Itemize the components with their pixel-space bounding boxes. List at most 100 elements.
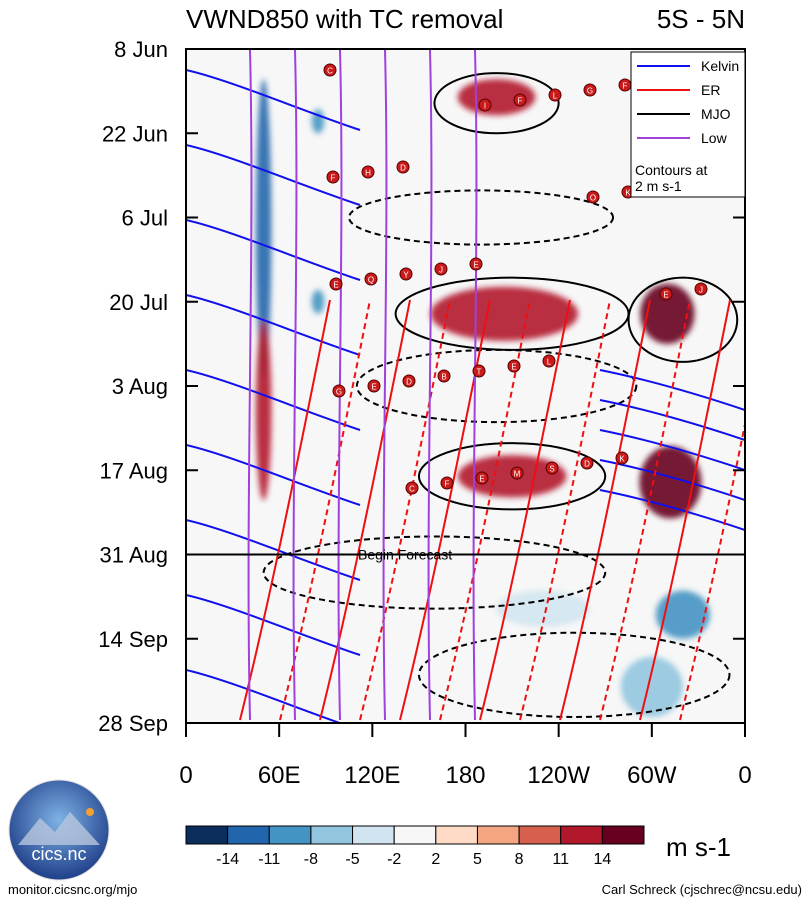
er-contour-11 [679,419,745,721]
colorbar-bin-6 [435,825,478,845]
colorbar-label-0: -14 [216,851,239,868]
x-tick-label-4: 120W [527,762,590,789]
tc-marker-23 [402,374,416,388]
wave-contours [186,49,745,723]
credit-right[interactable]: Carl Schreck (cjschrec@ncsu.edu) [601,882,802,897]
tc-marker-label-11: F [331,174,336,183]
tc-marker-28 [367,379,381,393]
anomaly-patch-6 [639,446,702,519]
kelvin-contour-east-2 [599,429,745,471]
colorbar: -14 -11 -8 -5 -2 2 5 8 11 14 [185,825,645,868]
tc-marker-14 [545,461,559,475]
tc-marker-label-26: K [625,189,631,198]
colorbar-label-2: -8 [304,851,318,868]
mjo-contour-7 [417,631,731,718]
anomaly-patch-0 [255,79,272,380]
tc-marker-label-9: D [584,460,590,469]
tc-marker-label-23: D [406,378,412,387]
tc-marker-label-20: G [587,87,593,96]
tc-marker-35 [478,98,492,112]
tc-marker-label-24: E [479,475,484,484]
low-contour-3 [382,49,388,721]
tc-marker-label-22: E [333,281,338,290]
y-tick-label-2: 6 Jul [122,206,168,231]
y-tick-label-1: 22 Jun [102,121,168,146]
anomaly-patch-5 [640,283,695,344]
tc-marker-label-29: F [445,480,450,489]
tc-marker-32 [659,287,673,301]
tc-marker-label-8: E [511,363,516,372]
kelvin-contour-east-1 [599,399,745,441]
colorbar-bin-3 [310,825,354,845]
time-axis: 8 Jun 22 Jun 6 Jul 20 Jul 3 Aug 17 Aug 31 Aug 1… [98,37,745,736]
anomaly-shading [255,79,711,717]
er-contour-8 [559,299,651,721]
tc-marker-label-13: T [477,368,482,377]
colorbar-label-7: 8 [515,851,524,868]
tc-marker-25 [548,88,562,102]
tc-marker-6 [361,165,375,179]
tc-marker-label-28: E [371,383,376,392]
tc-marker-label-1: D [400,164,406,173]
cicsnc-logo: cics.nc [8,779,110,881]
tc-marker-34 [405,481,419,495]
kelvin-contour-1 [186,144,361,206]
colorbar-label-5: 2 [431,851,440,868]
mjo-contour-2 [417,442,607,511]
tc-marker-29 [440,476,454,490]
low-contour-0 [247,49,253,721]
tc-marker-label-27: J [699,286,703,295]
tc-marker-label-12: Y [403,271,409,280]
logo-text: cics.nc [31,844,86,864]
y-tick-label-0: 8 Jun [114,37,168,62]
tc-marker-label-32: E [663,291,668,300]
colorbar-label-4: -2 [387,851,401,868]
tc-marker-label-0: C [327,67,333,76]
credit-left[interactable]: monitor.cicsnc.org/mjo [8,882,138,897]
anomaly-patch-8 [311,289,325,314]
x-tick-label-2: 120E [344,762,400,789]
tc-marker-30 [513,93,527,107]
x-tick-label-6: 0 [738,762,751,789]
colorbar-label-1: -11 [258,851,280,868]
mjo-contours [262,72,739,718]
legend-label-low: Low [701,130,728,146]
y-tick-label-4: 3 Aug [112,374,168,399]
tc-marker-3 [542,354,556,368]
tc-marker-0 [323,63,337,77]
anomaly-patch-10 [620,656,683,717]
longitude-axis: 0 60E 120E 180 120W 60W 0 [179,723,752,789]
colorbar-label-3: -5 [345,851,359,868]
tc-marker-33 [332,384,346,398]
kelvin-contour-2 [186,219,361,281]
legend: Kelvin ER MJO Low Contours at 2 m s-1 [630,51,746,198]
tc-marker-7 [434,262,448,276]
mjo-contour-6 [262,535,607,610]
tc-marker-label-35: I [484,102,486,111]
tc-marker-19 [510,466,524,480]
y-tick-label-5: 17 Aug [99,458,168,483]
x-tick-label-3: 180 [445,762,485,789]
tc-marker-label-30: F [518,97,523,106]
colorbar-label-6: 5 [473,851,482,868]
kelvin-contour-3 [186,294,361,356]
er-contour-3 [359,299,451,721]
tc-marker-18 [437,369,451,383]
region-label: 5S - 5N [657,4,745,34]
colorbar-bin-4 [352,825,395,845]
legend-label-er: ER [701,82,720,98]
tc-marker-label-33: G [336,388,342,397]
tc-marker-label-6: H [365,169,371,178]
legend-note-line2: 2 m s-1 [635,178,682,194]
anomaly-patch-9 [655,590,711,639]
x-tick-label-5: 60W [627,762,677,789]
tc-marker-2 [469,257,483,271]
x-tick-label-0: 0 [179,762,192,789]
mjo-contour-0 [433,72,560,135]
tc-marker-31 [586,190,600,204]
tc-marker-27 [694,282,708,296]
y-tick-label-3: 20 Jul [109,290,168,315]
tc-marker-label-4: K [619,455,625,464]
tc-marker-11 [326,170,340,184]
